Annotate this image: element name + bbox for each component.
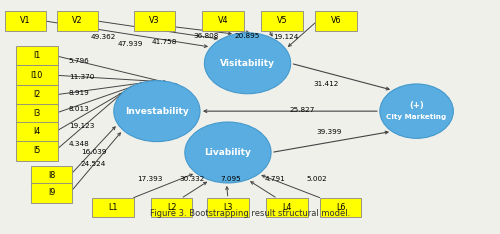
FancyBboxPatch shape	[30, 166, 72, 185]
Text: 8.013: 8.013	[68, 106, 89, 112]
Text: V5: V5	[276, 16, 287, 25]
Text: I3: I3	[33, 109, 40, 118]
FancyBboxPatch shape	[151, 197, 192, 217]
FancyBboxPatch shape	[16, 85, 58, 105]
Text: 5.002: 5.002	[306, 176, 327, 182]
Text: 11.370: 11.370	[68, 74, 94, 80]
FancyBboxPatch shape	[202, 11, 244, 31]
Text: V3: V3	[149, 16, 160, 25]
Text: I9: I9	[48, 188, 55, 197]
Text: L1: L1	[108, 203, 118, 212]
Text: 16.039: 16.039	[81, 150, 106, 156]
Text: 31.412: 31.412	[314, 81, 339, 87]
Text: 20.895: 20.895	[234, 33, 260, 39]
Text: 30.332: 30.332	[179, 176, 204, 182]
FancyBboxPatch shape	[5, 11, 46, 31]
FancyBboxPatch shape	[134, 11, 175, 31]
Text: (+): (+)	[409, 101, 424, 110]
Text: I8: I8	[48, 171, 55, 180]
FancyBboxPatch shape	[266, 197, 308, 217]
Text: 19.124: 19.124	[274, 34, 299, 40]
Text: I1: I1	[33, 51, 40, 60]
Text: L6: L6	[336, 203, 345, 212]
Text: City Marketing: City Marketing	[386, 113, 446, 120]
Text: L3: L3	[224, 203, 232, 212]
Text: 49.362: 49.362	[91, 34, 116, 40]
Text: V2: V2	[72, 16, 83, 25]
Text: I4: I4	[33, 127, 40, 136]
Text: V6: V6	[330, 16, 341, 25]
Ellipse shape	[204, 33, 290, 94]
Text: L4: L4	[282, 203, 292, 212]
Text: 4.348: 4.348	[68, 141, 89, 147]
Text: 8.919: 8.919	[68, 90, 89, 96]
Text: I2: I2	[33, 90, 40, 99]
Text: 24.524: 24.524	[81, 161, 106, 167]
Text: 19.123: 19.123	[68, 123, 94, 129]
Text: V4: V4	[218, 16, 228, 25]
FancyBboxPatch shape	[207, 197, 249, 217]
FancyBboxPatch shape	[315, 11, 356, 31]
FancyBboxPatch shape	[320, 197, 362, 217]
Text: 36.808: 36.808	[194, 33, 219, 39]
Text: Figure 3. Bootstrapping result structural model.: Figure 3. Bootstrapping result structura…	[150, 209, 350, 218]
Ellipse shape	[114, 81, 200, 142]
Text: 5.796: 5.796	[68, 58, 89, 64]
FancyBboxPatch shape	[16, 46, 58, 66]
FancyBboxPatch shape	[56, 11, 98, 31]
Text: 39.399: 39.399	[316, 129, 342, 135]
Text: I10: I10	[30, 71, 43, 80]
FancyBboxPatch shape	[30, 183, 72, 203]
FancyBboxPatch shape	[261, 11, 302, 31]
Text: Investability: Investability	[125, 107, 189, 116]
Text: 47.939: 47.939	[118, 41, 143, 47]
Text: Visitability: Visitability	[220, 59, 275, 68]
FancyBboxPatch shape	[16, 141, 58, 161]
Text: 25.827: 25.827	[289, 107, 314, 113]
Text: 7.095: 7.095	[220, 176, 242, 182]
Text: 41.758: 41.758	[152, 39, 178, 44]
FancyBboxPatch shape	[16, 103, 58, 123]
Text: Livability: Livability	[204, 148, 252, 157]
Ellipse shape	[380, 84, 454, 138]
Text: 17.393: 17.393	[138, 176, 162, 182]
Text: 4.791: 4.791	[264, 176, 285, 182]
FancyBboxPatch shape	[16, 122, 58, 142]
Text: L2: L2	[167, 203, 176, 212]
Text: I5: I5	[33, 146, 40, 155]
Text: V1: V1	[20, 16, 31, 25]
FancyBboxPatch shape	[92, 197, 134, 217]
FancyBboxPatch shape	[16, 66, 58, 85]
Ellipse shape	[185, 122, 271, 183]
